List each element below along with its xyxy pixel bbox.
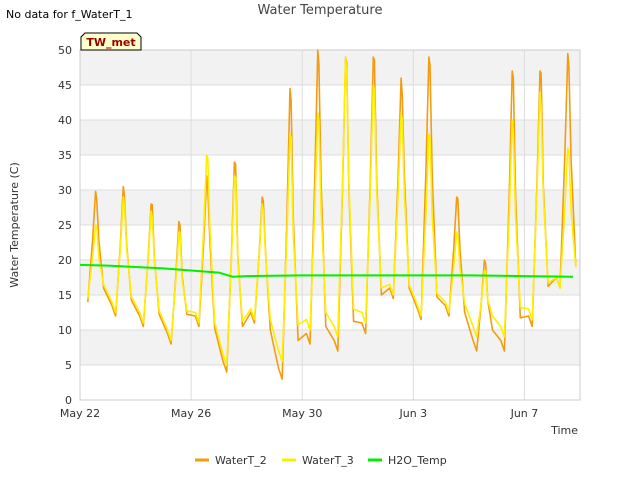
- x-tick-label: May 26: [171, 407, 211, 420]
- y-tick-label: 20: [58, 254, 72, 267]
- plot-border: [79, 49, 581, 401]
- x-tick-label: May 22: [60, 407, 100, 420]
- y-tick-label: 40: [58, 114, 72, 127]
- station-badge-box: [80, 32, 142, 51]
- y-tick-label: 5: [65, 359, 72, 372]
- y-tick-label: 0: [65, 394, 72, 407]
- legend-label: H2O_Temp: [388, 454, 447, 467]
- y-tick-label: 35: [58, 149, 72, 162]
- no-data-notice: No data for f_WaterT_1: [6, 8, 133, 21]
- y-tick-label: 10: [58, 324, 72, 337]
- y-tick-label: 15: [58, 289, 72, 302]
- x-tick-label: Jun 3: [398, 407, 427, 420]
- y-tick-label: 45: [58, 79, 72, 92]
- chart-title: Water Temperature: [257, 3, 383, 18]
- series-line-watert-3: [87, 56, 577, 366]
- x-axis-label: Time: [550, 424, 578, 437]
- y-tick-label: 25: [58, 219, 72, 232]
- grid-band: [80, 190, 580, 225]
- legend-label: WaterT_3: [302, 454, 354, 467]
- y-axis-label: Water Temperature (C): [8, 162, 21, 287]
- y-tick-label: 50: [58, 44, 72, 57]
- legend-label: WaterT_2: [215, 454, 267, 467]
- station-badge-label: TW_met: [86, 36, 135, 49]
- x-tick-label: May 30: [282, 407, 322, 420]
- grid-band: [80, 120, 580, 155]
- y-tick-label: 30: [58, 184, 72, 197]
- x-tick-label: Jun 7: [510, 407, 539, 420]
- series-line-watert-2: [87, 49, 577, 380]
- grid-band: [80, 50, 580, 85]
- series-line-h2o-temp: [79, 263, 574, 278]
- grid-band: [80, 260, 580, 295]
